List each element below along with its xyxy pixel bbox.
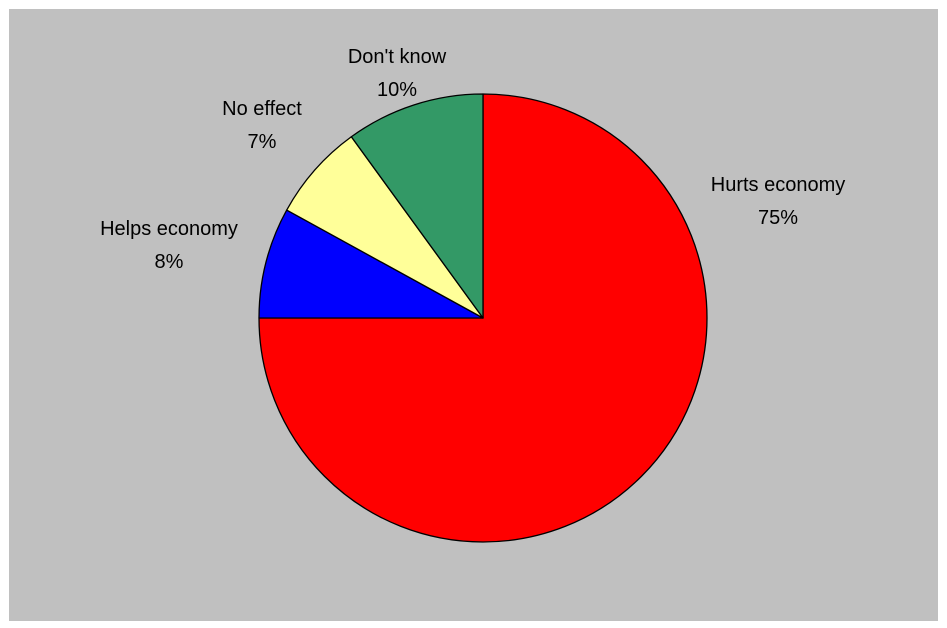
slice-value-helps-economy: 8% [155,251,184,273]
slice-label-hurts-economy: Hurts economy [711,174,846,196]
slice-value-hurts-economy: 75% [758,207,798,229]
slice-label-don-t-know: Don't know [348,46,447,68]
pie-labels: Hurts economy 75% Helps economy 8% No effect… [100,46,845,273]
pie-slice-hurts-economy [258,93,708,543]
slice-label-no-effect: No effect [222,98,302,120]
slice-value-no-effect: 7% [248,131,277,153]
pie-slices [258,93,708,543]
slice-label-helps-economy: Helps economy [100,218,238,240]
pie-slice-helps-economy [258,209,484,319]
pie-slice-don-t-know [350,93,484,319]
slice-value-don-t-know: 10% [377,79,417,101]
